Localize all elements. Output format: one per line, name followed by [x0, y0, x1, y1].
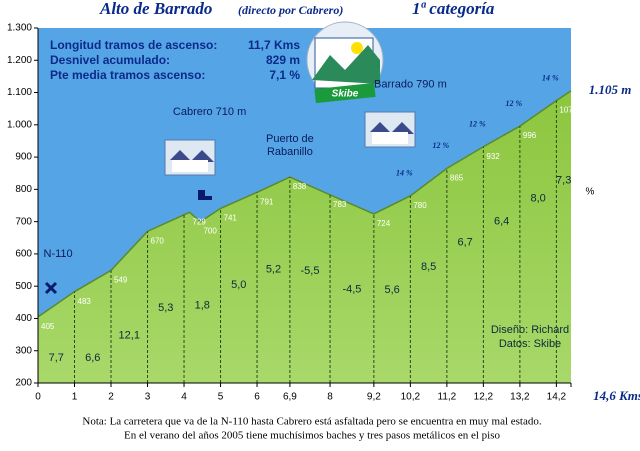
logo: Skibe	[306, 21, 384, 104]
y-tick-label: 600	[15, 249, 32, 260]
grade-label: 7,7	[49, 352, 64, 364]
altitude-label: 783	[333, 200, 347, 209]
grade-label: 7,3	[556, 175, 571, 187]
x-tick-label: 4	[181, 392, 187, 403]
grade-label: 1,8	[195, 299, 210, 311]
y-tick-label: 1.200	[7, 55, 32, 66]
grade-axis-label: %	[586, 187, 595, 198]
y-tick-label: 700	[15, 216, 32, 227]
grade-label: 5,0	[231, 279, 246, 291]
x-tick-label: 2	[108, 392, 114, 403]
place-label: Puerto de	[266, 133, 314, 145]
altitude-label: 838	[293, 182, 307, 191]
altitude-label: 996	[523, 131, 537, 140]
altitude-label: 483	[78, 297, 92, 306]
x-tick-label: 13,2	[510, 392, 530, 403]
subtitle: (directo por Cabrero)	[238, 3, 343, 17]
altitude-label: 780	[413, 201, 427, 210]
note: Nota: La carretera que va de la N-110 ha…	[82, 416, 541, 428]
info-label: Pte media tramos ascenso:	[50, 68, 205, 82]
x-tick-label: 1	[72, 392, 78, 403]
x-tick-label: 5	[218, 392, 224, 403]
title: Alto de Barrado	[99, 0, 212, 18]
place-label: Barrado 790 m	[374, 78, 447, 90]
x-tick-label: 6	[254, 392, 260, 403]
profile-area	[38, 90, 571, 383]
altitude-label: 549	[114, 275, 128, 284]
x-tick-label: 0	[35, 392, 41, 403]
summit-label: 1.105 m	[589, 82, 632, 97]
cross-icon	[44, 281, 58, 295]
sign-icon	[198, 190, 212, 200]
grade-label: 6,4	[494, 215, 509, 227]
y-tick-label: 200	[15, 378, 32, 389]
x-tick-label: 3	[145, 392, 151, 403]
x-tick-label: 9,2	[367, 392, 381, 403]
altitude-label: 791	[260, 197, 274, 206]
altitude-label: 700	[203, 227, 217, 236]
grade-label: 8,0	[530, 192, 545, 204]
x-tick-label: 14,2	[547, 392, 567, 403]
note: En el verano del años 2005 tiene muchísi…	[124, 430, 501, 442]
logo-text: Skibe	[332, 89, 359, 100]
x-tick-label: 11,2	[438, 392, 457, 403]
altitude-label: 932	[486, 152, 500, 161]
y-tick-label: 1.300	[7, 23, 32, 34]
x-tick-label: 10,2	[401, 392, 421, 403]
altitude-label: 724	[377, 219, 391, 228]
y-tick-label: 900	[15, 152, 32, 163]
y-tick-label: 300	[15, 345, 32, 356]
x-tick-label: 8	[327, 392, 333, 403]
altitude-label: 741	[224, 214, 238, 223]
altitude-label: 729	[193, 217, 207, 226]
max-grade-label: 12 %	[469, 120, 486, 129]
place-label: Cabrero 710 m	[173, 106, 246, 118]
grade-label: -5,5	[300, 265, 319, 277]
credit: Datos: Skibe	[499, 338, 561, 350]
y-tick-label: 800	[15, 184, 32, 195]
category: 1ª categoría	[412, 0, 495, 18]
y-tick-label: 500	[15, 281, 32, 292]
credit: Diseño: Richard	[491, 324, 569, 336]
house-icon	[164, 139, 216, 176]
max-grade-label: 14 %	[542, 73, 559, 82]
grade-label: 5,6	[384, 284, 399, 296]
grade-label: 5,2	[266, 264, 281, 276]
grade-label: 5,3	[158, 302, 173, 314]
altitude-label: 405	[41, 322, 55, 331]
grade-label: 8,5	[421, 261, 436, 273]
info-value: 7,1 %	[269, 68, 300, 82]
grade-label: 6,7	[457, 236, 472, 248]
x-tick-label: 6,9	[283, 392, 297, 403]
info-value: 11,7 Kms	[248, 38, 300, 52]
info-label: Desnivel acumulado:	[50, 53, 170, 67]
info-value: 829 m	[266, 53, 300, 67]
y-tick-label: 400	[15, 313, 32, 324]
max-grade-label: 12 %	[433, 141, 450, 150]
altitude-label: 670	[151, 236, 165, 245]
info-label: Longitud tramos de ascenso:	[50, 38, 217, 52]
altitude-label: 1075	[559, 106, 577, 115]
place-label: N-110	[44, 248, 73, 260]
x-end-label: 14,6 Kms	[593, 388, 640, 403]
y-tick-label: 1.100	[7, 87, 32, 98]
max-grade-label: 12 %	[506, 99, 523, 108]
grade-label: 12,1	[119, 330, 140, 342]
x-tick-label: 12,2	[474, 392, 494, 403]
grade-label: -4,5	[342, 283, 361, 295]
house-icon	[364, 111, 416, 148]
place-label: Rabanillo	[267, 146, 313, 158]
max-grade-label: 14 %	[396, 169, 413, 178]
grade-label: 6,6	[85, 352, 100, 364]
altitude-label: 865	[450, 173, 464, 182]
y-tick-label: 1.000	[7, 119, 32, 130]
